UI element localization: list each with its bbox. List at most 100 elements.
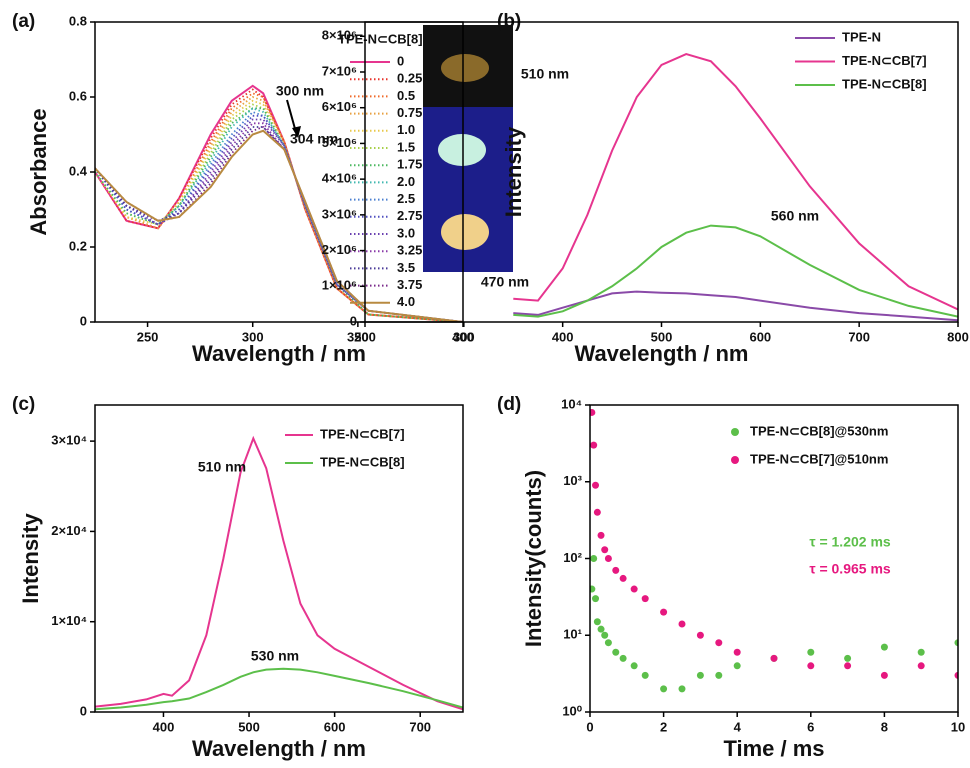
legend-label: TPE-N⊂CB[7] [320, 426, 405, 441]
series-line [95, 99, 463, 322]
series-line [95, 95, 463, 322]
y-axis-title: Intensity [501, 126, 526, 217]
x-tick-label: 10 [951, 719, 965, 734]
data-point [592, 595, 600, 603]
plot-area [95, 84, 463, 322]
data-point [641, 595, 649, 603]
data-point [592, 481, 600, 489]
series-line [95, 88, 463, 322]
annotation: 510 nm [198, 459, 246, 475]
data-point [678, 620, 686, 628]
plot-frame [589, 404, 959, 713]
data-point [715, 671, 723, 679]
legend-label: 0.25 [397, 71, 422, 86]
legend-label: 3.5 [397, 260, 415, 275]
y-tick-label: 5×10⁶ [322, 135, 357, 150]
data-point [917, 662, 925, 670]
annotation: τ = 1.202 ms [809, 534, 891, 550]
y-tick-label: 8×10⁶ [322, 28, 357, 43]
y-tick-label: 0.6 [69, 88, 87, 103]
y-axis-title: Intensity(counts) [521, 470, 546, 647]
legend-label: 3.0 [397, 225, 415, 240]
plot-area [95, 435, 463, 711]
series-line [513, 53, 958, 311]
annotation: 530 nm [251, 648, 299, 664]
series-line [95, 129, 463, 322]
legend-marker [731, 428, 739, 436]
y-tick-label: 0 [80, 313, 87, 328]
y-tick-label: 1×10⁶ [322, 278, 357, 293]
powder [441, 54, 489, 82]
powder [441, 214, 489, 250]
y-tick-label: 0.8 [69, 13, 87, 28]
data-point [733, 662, 741, 670]
x-tick-label: 6 [807, 719, 814, 734]
data-point [660, 608, 668, 616]
x-tick-label: 700 [848, 329, 870, 344]
panel-label: (a) [12, 11, 35, 32]
x-tick-label: 0 [586, 719, 593, 734]
annotation: τ = 0.965 ms [809, 561, 891, 577]
legend-label: 0.75 [397, 105, 422, 120]
data-point [612, 566, 620, 574]
plot-area [590, 408, 958, 693]
x-tick-label: 250 [137, 329, 159, 344]
legend-label: 3.25 [397, 243, 422, 258]
x-axis-title: Wavelength / nm [575, 341, 749, 366]
x-tick-label: 700 [409, 719, 431, 734]
x-tick-label: 300 [242, 329, 264, 344]
data-point [630, 585, 638, 593]
data-point [590, 555, 598, 562]
x-tick-label: 600 [749, 329, 771, 344]
data-point [597, 625, 605, 633]
x-tick-label: 500 [651, 329, 673, 344]
data-point [619, 654, 627, 662]
x-axis-title: Wavelength / nm [192, 736, 366, 761]
data-point [696, 671, 704, 679]
legend-label: 4.0 [397, 294, 415, 309]
data-point [619, 574, 627, 582]
legend-label: 2.5 [397, 191, 415, 206]
y-tick-label: 4×10⁶ [322, 171, 357, 186]
data-point [593, 508, 601, 516]
plot-frame [94, 21, 464, 323]
legend-title: TPE-N⊂CB[8] [338, 31, 423, 46]
data-point [696, 631, 704, 639]
x-tick-label: 4 [734, 719, 742, 734]
y-axis-title: Intensity [18, 513, 43, 604]
data-point [630, 662, 638, 670]
data-point [601, 631, 609, 639]
data-point [880, 643, 888, 651]
legend-label: 2.75 [397, 208, 422, 223]
y-tick-label: 1×10⁴ [51, 613, 87, 628]
series-line [513, 290, 958, 322]
plot-frame [94, 404, 464, 713]
legend-label: TPE-N⊂CB[8]@530nm [750, 423, 888, 438]
y-tick-label: 0.2 [69, 238, 87, 253]
annotation: 304 nm [290, 131, 338, 147]
data-point [807, 662, 815, 670]
y-tick-label: 10⁴ [561, 396, 582, 411]
data-point [844, 654, 852, 662]
legend-label: TPE-N⊂CB[7] [842, 53, 927, 68]
data-point [601, 546, 609, 554]
series-line [95, 435, 463, 711]
data-point [880, 671, 888, 679]
data-point [590, 585, 596, 593]
x-tick-label: 500 [238, 719, 260, 734]
panel-label: (c) [12, 394, 35, 415]
legend-label: 0.5 [397, 88, 415, 103]
series-line [513, 224, 958, 318]
x-tick-label: 600 [324, 719, 346, 734]
x-tick-label: 800 [947, 329, 969, 344]
data-point [604, 555, 612, 562]
y-tick-label: 3×10⁶ [322, 206, 357, 221]
y-tick-label: 10² [563, 550, 582, 565]
x-tick-label: 200 [354, 329, 376, 344]
data-point [917, 648, 925, 656]
y-tick-label: 6×10⁶ [322, 99, 357, 114]
data-point [770, 654, 778, 662]
data-point [604, 639, 612, 647]
data-point [590, 408, 596, 416]
